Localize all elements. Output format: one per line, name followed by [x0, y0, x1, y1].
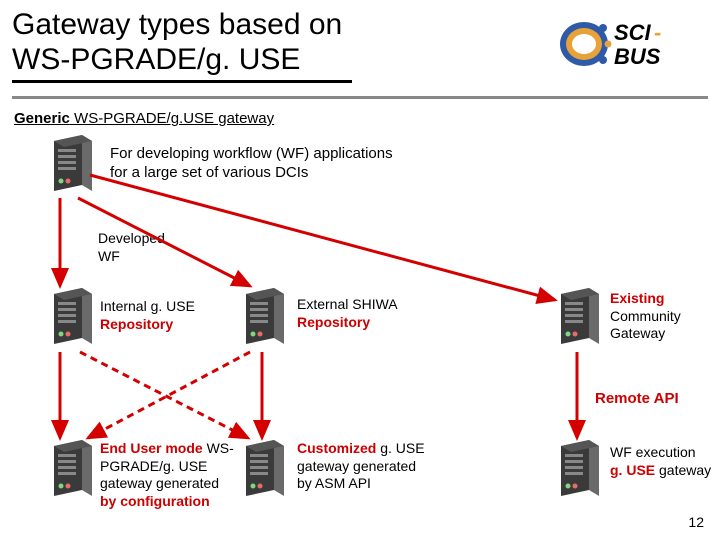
desc-l1: For developing workflow (WF) application…: [110, 145, 393, 162]
exist-3: Gateway: [610, 325, 665, 341]
generic-rest: WS-PGRADE/g.USE gateway: [70, 110, 274, 127]
int-repo-1: Internal g. USE: [100, 298, 195, 314]
eu-1: End User mode: [100, 440, 203, 456]
remote-api-label: Remote API: [595, 390, 679, 409]
dev-wf-1: Developed: [98, 230, 165, 246]
internal-repo-label: Internal g. USE Repository: [100, 298, 195, 333]
exist-1: Existing: [610, 290, 664, 306]
wf-execution-label: WF execution g. USE gateway: [610, 444, 711, 479]
slide-number: 12: [688, 514, 704, 530]
horizontal-rule: [12, 96, 708, 99]
wfe-3: gateway: [655, 462, 711, 478]
ext-repo-1: External SHIWA: [297, 296, 398, 312]
server-custom: [240, 440, 284, 502]
description-text: For developing workflow (WF) application…: [110, 145, 393, 183]
desc-l2: for a large set of various DCIs: [110, 164, 308, 181]
title-underline: [12, 80, 352, 83]
wfe-1: WF execution: [610, 444, 696, 460]
eu-3: PGRADE/g. USE: [100, 458, 207, 474]
developed-wf-label: Developed WF: [98, 230, 165, 265]
slide-title: Gateway types based on WS-PGRADE/g. USE: [12, 8, 342, 77]
existing-gateway-label: Existing Community Gateway: [610, 290, 681, 343]
dev-wf-2: WF: [98, 248, 120, 264]
svg-text:SCI: SCI: [614, 20, 652, 45]
customized-label: Customized g. USE gateway generated by A…: [297, 440, 425, 493]
server-wfexec: [555, 440, 599, 502]
server-generic: [48, 135, 92, 197]
eu-4: gateway generated: [100, 475, 219, 491]
cust-2: g. USE: [376, 440, 424, 456]
generic-gateway-label: Generic WS-PGRADE/g.USE gateway: [14, 110, 274, 127]
title-line2: WS-PGRADE/g. USE: [12, 43, 300, 76]
svg-text:-: -: [654, 20, 661, 45]
server-external: [240, 288, 284, 350]
wfe-2: g. USE: [610, 462, 655, 478]
title-line1: Gateway types based on: [12, 8, 342, 41]
server-existing: [555, 288, 599, 350]
svg-text:BUS: BUS: [614, 44, 661, 69]
external-repo-label: External SHIWA Repository: [297, 296, 398, 331]
eu-2: WS-: [203, 440, 234, 456]
cust-4: by ASM API: [297, 475, 371, 491]
ext-repo-2: Repository: [297, 314, 370, 330]
int-repo-2: Repository: [100, 316, 173, 332]
end-user-label: End User mode WS- PGRADE/g. USE gateway …: [100, 440, 234, 510]
exist-2: Community: [610, 308, 681, 324]
remote-api: Remote API: [595, 390, 679, 407]
cust-3: gateway generated: [297, 458, 416, 474]
generic-word: Generic: [14, 110, 70, 127]
server-internal: [48, 288, 92, 350]
sci-bus-logo: SCI - BUS: [558, 8, 708, 80]
server-enduser: [48, 440, 92, 502]
cust-1: Customized: [297, 440, 376, 456]
eu-5: by configuration: [100, 493, 210, 509]
